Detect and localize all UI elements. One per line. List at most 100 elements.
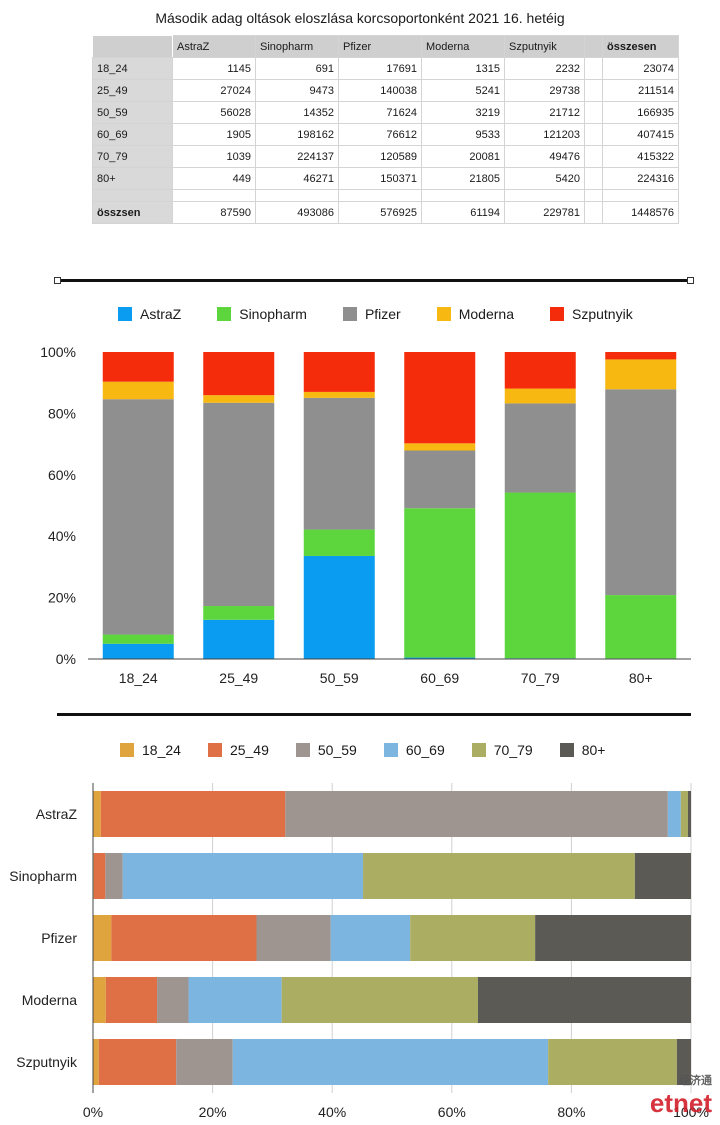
legend-item: Szputnyik: [550, 306, 633, 322]
table-row: 50_59 56028 14352 71624 3219 21712 16693…: [92, 101, 679, 124]
table-cell: 17691: [338, 57, 422, 80]
bar-segment: [634, 853, 691, 899]
legend-label: 25_49: [229, 742, 269, 758]
table-total-row: összsen 87590 493086 576925 61194 229781…: [92, 201, 679, 224]
table-cell-total: 1448576: [602, 201, 679, 224]
legend-item: 50_59: [295, 742, 357, 758]
bar-segment: [504, 352, 576, 389]
table-cell-empty: [172, 189, 256, 202]
x-tick-label: 50_59: [320, 670, 359, 686]
bar-segment: [676, 1039, 691, 1085]
y-tick-label: 100%: [40, 344, 76, 360]
column-header: Moderna: [421, 35, 505, 58]
table-gap-cell: [584, 145, 603, 168]
legend-label: 50_59: [317, 742, 357, 758]
legend-item: Sinopharm: [217, 306, 307, 322]
table-row: 18_24 1145 691 17691 1315 2232 23074: [92, 57, 679, 80]
watermark-small: 经济通: [679, 1075, 712, 1087]
table-cell: 3219: [421, 101, 505, 124]
bar-segment: [100, 791, 286, 837]
bar-segment: [188, 977, 282, 1023]
bar-segment: [303, 397, 375, 530]
table-row: 60_69 1905 198162 76612 9533 121203 4074…: [92, 123, 679, 146]
row-label: 70_79: [92, 145, 173, 168]
table-cell: 46271: [255, 167, 339, 190]
legend-swatch: [383, 743, 398, 757]
table-cell-empty: [504, 189, 585, 202]
selection-handle-left[interactable]: [54, 277, 61, 284]
bar-segment: [680, 791, 688, 837]
x-tick-label: 40%: [318, 1104, 346, 1120]
table-cell: 120589: [338, 145, 422, 168]
table-cell: 691: [255, 57, 339, 80]
table-cell: 140038: [338, 79, 422, 102]
table-cell: 1039: [172, 145, 256, 168]
table-cell: 27024: [172, 79, 256, 102]
watermark-text: etnet: [649, 1088, 712, 1118]
x-tick-label: 20%: [199, 1104, 227, 1120]
y-category-label: Szputnyik: [16, 1054, 78, 1070]
bar-segment: [122, 853, 364, 899]
bar-segment: [93, 853, 106, 899]
legend-label: Pfizer: [364, 306, 401, 322]
table-cell-total: 407415: [602, 123, 679, 146]
table-cell-empty: [602, 189, 679, 202]
legend-swatch: [436, 307, 451, 321]
table-cell: 229781: [504, 201, 585, 224]
table-cell: 9473: [255, 79, 339, 102]
column-header: Pfizer: [338, 35, 422, 58]
row-label: 80+: [92, 167, 173, 190]
legend-swatch: [342, 307, 357, 321]
bar-segment: [404, 352, 476, 444]
chart-divider-top: [57, 279, 691, 282]
table-cell: 5420: [504, 167, 585, 190]
table-gap-cell: [584, 201, 603, 224]
table-cell-empty: [421, 189, 505, 202]
table-cell-total: 23074: [602, 57, 679, 80]
x-tick-label: 0%: [83, 1104, 103, 1120]
table-cell: 1315: [421, 57, 505, 80]
bar-segment: [303, 352, 375, 392]
legend-swatch: [559, 743, 574, 757]
table-cell: 87590: [172, 201, 256, 224]
legend-label: 60_69: [405, 742, 445, 758]
legend-item: 80+: [559, 742, 605, 758]
table-row: 80+ 449 46271 150371 21805 5420 224316: [92, 167, 679, 190]
legend-item: 60_69: [383, 742, 445, 758]
bar-segment: [176, 1039, 233, 1085]
selection-handle-right[interactable]: [687, 277, 694, 284]
legend-label: Sinopharm: [239, 306, 307, 322]
legend-label: AstraZ: [140, 306, 182, 322]
table-row: 70_79 1039 224137 120589 20081 49476 415…: [92, 145, 679, 168]
x-tick-label: 80+: [629, 670, 653, 686]
table-cell: 21712: [504, 101, 585, 124]
table-cell: 1145: [172, 57, 256, 80]
bar-segment: [102, 381, 174, 400]
bar-segment: [93, 915, 112, 961]
legend-item: 25_49: [207, 742, 269, 758]
legend-item: 70_79: [471, 742, 533, 758]
bar-segment: [605, 359, 677, 390]
x-tick-label: 60%: [438, 1104, 466, 1120]
bar-segment: [256, 915, 331, 961]
table-cell: 5241: [421, 79, 505, 102]
table-gap-cell: [584, 167, 603, 190]
bar-segment: [102, 634, 174, 644]
bar-segment: [232, 1039, 549, 1085]
y-tick-label: 40%: [48, 528, 76, 544]
row-label: 50_59: [92, 101, 173, 124]
column-header-total: összesen: [602, 35, 679, 58]
y-tick-label: 60%: [48, 467, 76, 483]
table-gap-cell: [584, 35, 603, 58]
legend-swatch: [550, 307, 564, 321]
column-header: Sinopharm: [255, 35, 339, 58]
table-cell: 2232: [504, 57, 585, 80]
table-gap-cell: [584, 189, 603, 202]
table-cell: 49476: [504, 145, 585, 168]
bar-segment: [303, 529, 375, 556]
x-tick-label: 80%: [557, 1104, 585, 1120]
bar-segment: [93, 977, 106, 1023]
table-cell: 224137: [255, 145, 339, 168]
table-cell: 449: [172, 167, 256, 190]
table-cell: 76612: [338, 123, 422, 146]
